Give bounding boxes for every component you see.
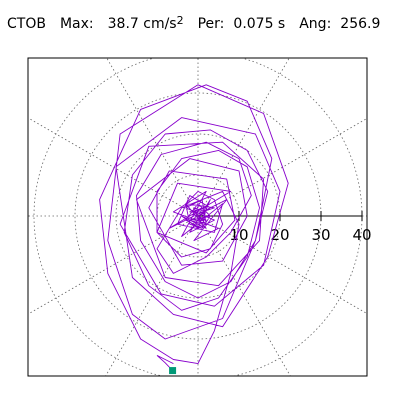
trace-to-max-line bbox=[156, 354, 174, 371]
trace-line bbox=[99, 84, 289, 365]
per-value: 0.075 s bbox=[233, 16, 286, 32]
ang-label: Ang: bbox=[299, 16, 332, 32]
tick-label-40: 40 bbox=[352, 226, 371, 244]
station-code: CTOB bbox=[7, 16, 46, 32]
acceleration-trace bbox=[99, 84, 289, 371]
tick-label-20: 20 bbox=[270, 226, 289, 244]
grid-spoke-120 bbox=[106, 58, 199, 217]
per-label: Per: bbox=[197, 16, 225, 32]
max-value: 38.7 bbox=[107, 16, 139, 32]
grid-spoke-330 bbox=[197, 215, 367, 315]
marker-layer bbox=[169, 367, 177, 375]
max-label: Max: bbox=[59, 16, 94, 32]
tick-label-30: 30 bbox=[311, 226, 330, 244]
max-unit-exponent: 2 bbox=[176, 14, 184, 27]
grid-spoke-150 bbox=[28, 117, 199, 217]
grid-spoke-300 bbox=[197, 215, 291, 376]
ang-value: 256.9 bbox=[340, 16, 381, 32]
grid-spoke-60 bbox=[197, 58, 290, 217]
header: CTOB Max: 38.7 cm/s2 Per: 0.075 s Ang: 256.9 bbox=[7, 14, 397, 40]
tick-label-10: 10 bbox=[229, 226, 248, 244]
plot-frame bbox=[27, 57, 368, 377]
grid-spoke-210 bbox=[28, 215, 199, 315]
max-unit: cm/s bbox=[143, 16, 177, 32]
max-point-marker bbox=[169, 367, 177, 375]
grid-spoke-240 bbox=[105, 215, 199, 376]
